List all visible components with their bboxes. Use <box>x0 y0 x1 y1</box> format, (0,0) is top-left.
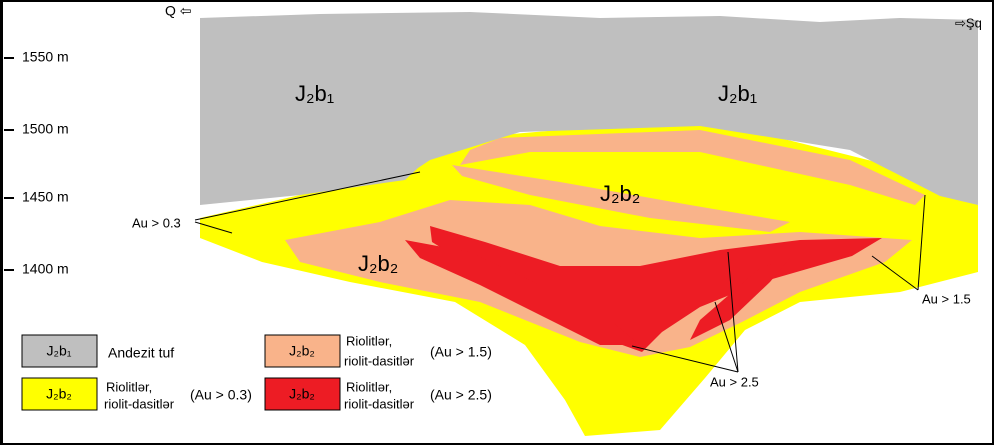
cross-section: Q ⇦ ⇨Şq 1550 m 1500 m 1450 m 1400 m J₂b₁… <box>0 0 994 445</box>
legend-code: J₂b₂ <box>46 386 72 402</box>
region-label: J₂b₂ <box>600 181 640 206</box>
legend-grade: (Au > 2.5) <box>430 387 492 403</box>
region-label: J₂b₁ <box>718 81 757 106</box>
region-label: J₂b₁ <box>295 81 334 106</box>
legend-label: riolit-dasitlər <box>344 396 415 411</box>
elevation-label: 1400 m <box>22 261 69 277</box>
elevation-label: 1450 m <box>22 189 69 205</box>
legend-label: Riolitlər, <box>346 379 392 394</box>
legend-grade: (Au > 0.3) <box>190 387 252 403</box>
elevation-label: 1550 m <box>22 49 69 65</box>
legend-label: riolit-dasitlər <box>104 396 175 411</box>
direction-label: Q ⇦ <box>165 3 192 19</box>
legend-label: Riolitlər, <box>346 333 392 348</box>
annotation: Au > 2.5 <box>710 374 759 389</box>
legend-code: J₂b₂ <box>289 343 315 359</box>
direction-label: ⇨Şq <box>955 15 982 30</box>
region-label: J₂b₂ <box>358 251 398 276</box>
legend-label: Andezit tuf <box>108 345 174 361</box>
annotation: Au > 0.3 <box>132 215 181 230</box>
elevation-label: 1500 m <box>22 121 69 137</box>
legend-label: Riolitlər, <box>106 379 152 394</box>
legend-grade: (Au > 1.5) <box>430 344 492 360</box>
legend-label: riolit-dasitlər <box>344 353 415 368</box>
legend-code: J₂b₂ <box>289 386 315 402</box>
annotation: Au > 1.5 <box>922 291 971 306</box>
legend-code: J₂b₁ <box>47 343 72 359</box>
